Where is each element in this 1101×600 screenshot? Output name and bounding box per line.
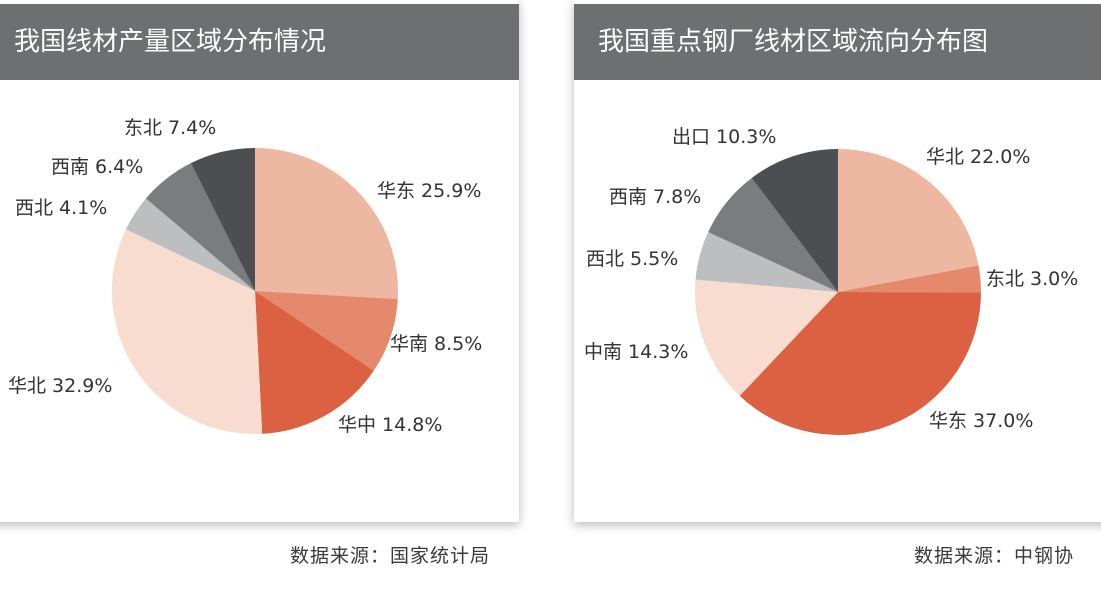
slice-label: 华北 32.9% xyxy=(8,375,112,397)
pie-slice xyxy=(255,148,398,300)
data-source-note: 数据来源：国家统计局 xyxy=(290,545,491,567)
slice-label: 东北 7.4% xyxy=(124,117,216,139)
chart-title: 我国线材产量区域分布情况 xyxy=(0,4,519,80)
pie-slice xyxy=(838,265,982,293)
data-source-note: 数据来源：中钢协 xyxy=(914,545,1075,567)
pie-slice xyxy=(190,148,255,291)
pie-slice xyxy=(145,163,255,291)
pie-slice xyxy=(255,291,374,434)
pie-slice xyxy=(708,177,838,292)
slice-label: 华中 14.8% xyxy=(338,414,442,436)
slice-label: 华北 22.0% xyxy=(926,146,1030,168)
pie-slice xyxy=(694,279,838,396)
pie-slice xyxy=(695,232,838,292)
slice-label: 西北 5.5% xyxy=(586,248,678,270)
chart-panel-production: 我国线材产量区域分布情况 华东 25.9% 华南 8.5% 华中 14.8% 华北 3… xyxy=(0,0,519,522)
slice-label: 华东 37.0% xyxy=(929,410,1033,432)
chart-panel-flow: 我国重点钢厂线材区域流向分布图 华北 22.0% 东北 3.0% 华东 37.0% 中… xyxy=(574,0,1101,522)
pie-slice xyxy=(255,291,398,371)
slice-label: 中南 14.3% xyxy=(584,341,688,363)
pie-slice xyxy=(838,149,979,292)
pie-slice xyxy=(111,229,263,435)
slice-label: 出口 10.3% xyxy=(672,126,776,148)
slice-label: 华南 8.5% xyxy=(390,333,482,355)
slice-label: 华东 25.9% xyxy=(377,180,481,202)
pie-slice xyxy=(125,198,255,291)
chart-title: 我国重点钢厂线材区域流向分布图 xyxy=(574,4,1101,80)
slice-label: 西北 4.1% xyxy=(15,197,107,219)
slice-label: 西南 6.4% xyxy=(51,156,143,178)
pie-slice xyxy=(751,149,838,292)
pie-chart-production: 华东 25.9% 华南 8.5% 华中 14.8% 华北 32.9% 西北 4.1% 西南… xyxy=(8,117,482,436)
slice-label: 西南 7.8% xyxy=(609,186,701,208)
pie-chart-flow: 华北 22.0% 东北 3.0% 华东 37.0% 中南 14.3% 西北 5.5% 西南… xyxy=(584,126,1078,436)
pie-slice xyxy=(739,292,981,436)
slice-label: 东北 3.0% xyxy=(986,268,1078,290)
